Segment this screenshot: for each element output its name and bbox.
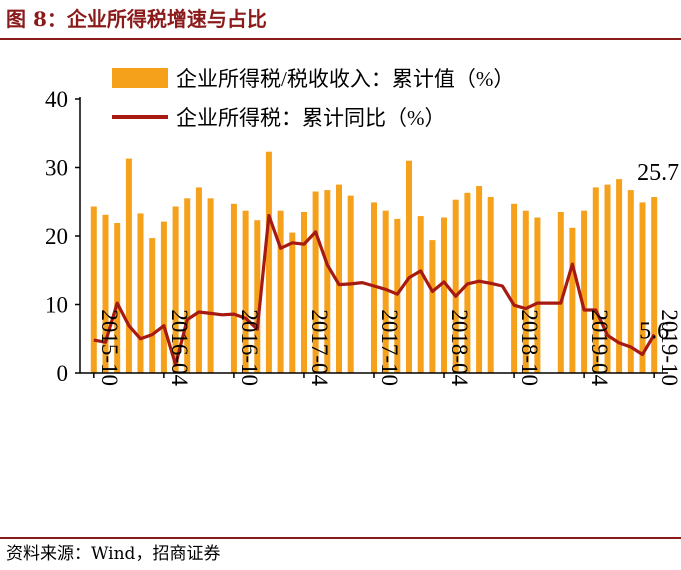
bar — [114, 223, 121, 373]
bar — [90, 206, 97, 373]
plot-area: 0 10 20 30 40 2015-10 2016-04 2016-10 2017-04 201… — [45, 87, 681, 386]
bar — [125, 158, 132, 373]
y-tick-label: 20 — [45, 224, 68, 249]
bar — [651, 197, 658, 373]
bar — [522, 210, 529, 373]
bar — [406, 160, 412, 373]
bar — [160, 221, 167, 373]
bar — [534, 217, 541, 373]
bar — [429, 240, 436, 373]
bar — [382, 210, 389, 373]
x-tick-label: 2016-10 — [237, 309, 262, 386]
y-tick-label: 0 — [57, 361, 69, 386]
bar — [242, 210, 249, 373]
bar — [254, 220, 261, 373]
x-tick-label: 2019-04 — [587, 309, 612, 386]
bar — [511, 203, 518, 373]
bar — [289, 232, 296, 373]
x-tick-label: 2016-04 — [167, 309, 192, 386]
bar — [172, 206, 179, 373]
bar — [417, 216, 424, 373]
bar — [452, 199, 459, 373]
title-rule — [0, 38, 681, 40]
annotation-bar-last: 25.7 — [637, 160, 679, 186]
bar — [394, 218, 401, 373]
legend-label-bar: 企业所得税/税收收入：累计值（%） — [176, 67, 514, 91]
y-tick-label: 40 — [45, 87, 68, 112]
bar — [265, 151, 272, 373]
bar — [149, 238, 156, 373]
y-tick-label: 10 — [45, 293, 68, 318]
line-series — [93, 213, 656, 367]
legend-swatch-bar — [112, 68, 168, 88]
bar — [195, 187, 202, 373]
bar — [312, 191, 319, 373]
bar — [207, 198, 214, 373]
bar — [627, 190, 634, 373]
footer-rule — [0, 537, 681, 539]
bar — [592, 187, 599, 373]
bar — [639, 202, 646, 373]
bar — [230, 203, 237, 373]
bar — [581, 210, 588, 373]
legend-label-line: 企业所得税：累计同比（%） — [176, 106, 446, 130]
bar — [184, 198, 191, 373]
bar — [569, 227, 576, 373]
bar — [137, 213, 144, 373]
bar — [616, 179, 623, 373]
bar — [324, 190, 331, 373]
bar — [102, 214, 109, 373]
x-tick-label: 2017-10 — [377, 309, 402, 386]
bar — [476, 186, 483, 373]
legend: 企业所得税/税收收入：累计值（%） 企业所得税：累计同比（%） — [112, 67, 514, 130]
source-note: 资料来源：Wind，招商证券 — [6, 544, 221, 564]
x-tick-label: 2019-10 — [657, 309, 681, 386]
bar — [336, 184, 342, 373]
bar — [301, 212, 307, 373]
x-tick-label: 2018-04 — [447, 309, 472, 386]
y-tick-label: 30 — [45, 156, 68, 181]
bar — [441, 217, 447, 373]
chart-title: 图 8：企业所得税增速与占比 — [6, 7, 267, 31]
bar — [557, 212, 564, 373]
bar — [487, 197, 494, 373]
x-tick-label: 2018-10 — [517, 309, 542, 386]
x-tick-label: 2015-10 — [97, 309, 122, 386]
bar — [277, 210, 284, 373]
bar — [371, 202, 377, 373]
annotation-line-last: 5.6 — [639, 319, 669, 345]
x-tick-label: 2017-04 — [307, 309, 332, 386]
bar — [604, 184, 611, 373]
